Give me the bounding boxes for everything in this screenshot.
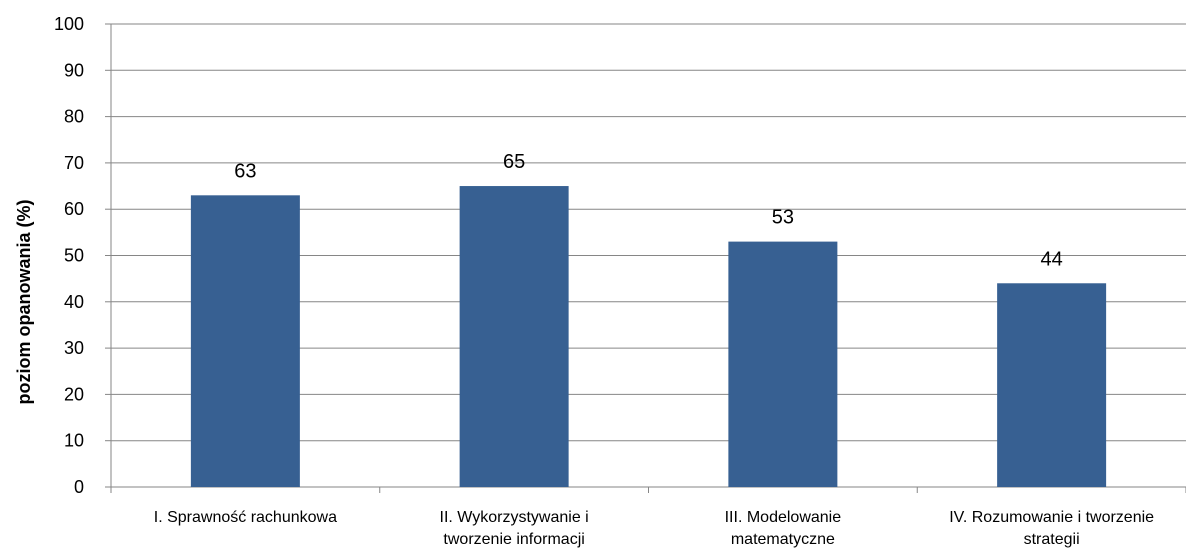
y-tick-label: 90 <box>64 60 84 80</box>
bar <box>997 283 1107 487</box>
y-tick-label: 30 <box>64 338 84 358</box>
x-category-label: I. Sprawność rachunkowa <box>154 509 337 526</box>
data-label: 65 <box>503 151 525 173</box>
x-category-label: strategii <box>1024 531 1080 548</box>
data-labels: 63 65 53 44 <box>234 151 1063 270</box>
y-tick-label: 0 <box>74 477 84 497</box>
y-tick-label: 20 <box>64 384 84 404</box>
x-category-label: II. Wykorzystywanie i <box>440 509 589 526</box>
x-category-label: IV. Rozumowanie i tworzenie <box>949 509 1154 526</box>
y-tick-label: 70 <box>64 153 84 173</box>
x-category-label: matematyczne <box>731 531 835 548</box>
y-tick-label: 40 <box>64 292 84 312</box>
y-tick-labels: 0 10 20 30 40 50 60 70 80 90 100 <box>54 14 84 497</box>
y-tick-label: 80 <box>64 107 84 127</box>
x-category-label: tworzenie informacji <box>443 531 584 548</box>
y-axis-label: poziom opanowania (%) <box>14 199 34 404</box>
data-label: 44 <box>1041 248 1063 270</box>
data-label: 63 <box>234 160 256 182</box>
bar <box>728 241 838 487</box>
y-tick-label: 100 <box>54 14 84 34</box>
x-category-label: III. Modelowanie <box>725 509 842 526</box>
x-category-labels: I. Sprawność rachunkowa II. Wykorzystywan… <box>154 509 1154 548</box>
data-label: 53 <box>772 207 794 229</box>
bar <box>459 186 569 488</box>
y-tick-label: 60 <box>64 199 84 219</box>
bars <box>190 186 1107 488</box>
bar <box>190 195 300 487</box>
y-tick-label: 10 <box>64 431 84 451</box>
y-tick-label: 50 <box>64 246 84 266</box>
